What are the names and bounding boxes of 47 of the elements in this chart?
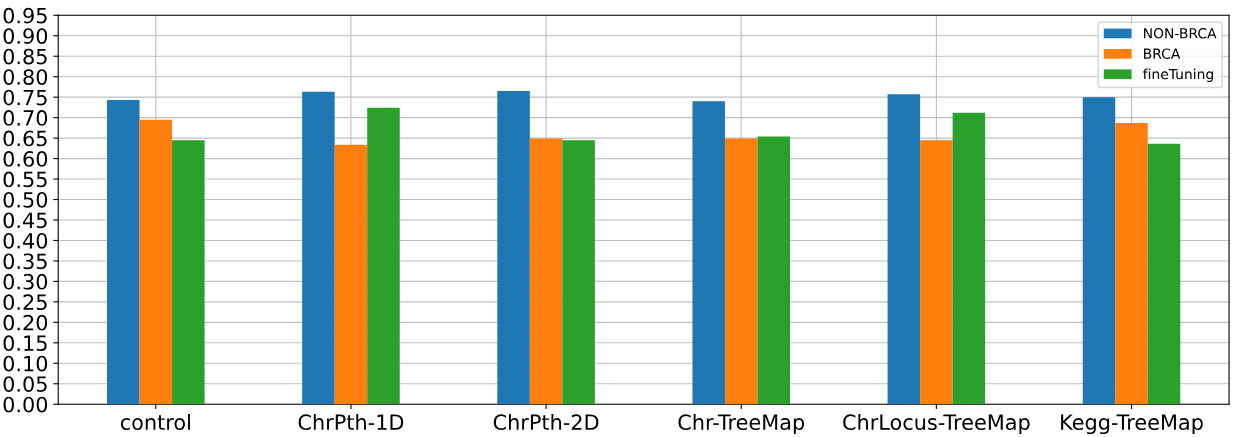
x-tick-label: control (120, 413, 190, 431)
y-tick-label: 0.95 (3, 7, 47, 24)
y-tick-label: 0.50 (3, 191, 48, 208)
y-tick-label: 0.35 (3, 253, 47, 270)
y-tick-label: 0.25 (3, 294, 47, 311)
legend-label: NON-BRCA (1144, 28, 1217, 39)
bar (172, 140, 205, 405)
bar (529, 138, 563, 405)
y-tick-label: 0.20 (3, 314, 48, 331)
y-tick-label: 0.00 (3, 396, 48, 413)
x-tick-label: ChrPth-1D (298, 413, 404, 431)
bar (367, 107, 400, 405)
y-tick-label: 0.05 (3, 376, 47, 392)
bar (334, 144, 368, 405)
bar (1082, 97, 1116, 405)
y-tick-label: 0.65 (3, 130, 47, 147)
bar (1115, 122, 1148, 405)
bar (887, 94, 921, 405)
y-tick-label: 0.10 (3, 355, 48, 372)
x-tick-label: Kegg-TreeMap (1061, 414, 1203, 435)
bar (562, 140, 595, 405)
bar (724, 138, 758, 405)
bar (692, 101, 725, 405)
x-tick-label: ChrPth-2D (493, 413, 599, 431)
y-tick-label: 0.30 (3, 273, 48, 290)
y-tick-label: 0.15 (3, 335, 47, 352)
bar (302, 91, 335, 405)
y-tick-label: 0.60 (3, 151, 48, 167)
bar (952, 112, 986, 405)
bar (757, 136, 791, 405)
x-tick-label: Chr-TreeMap (678, 413, 805, 435)
y-tick-label: 0.75 (3, 89, 47, 106)
x-tick-label: ChrLocus-TreeMap (843, 413, 1030, 435)
y-tick-label: 0.45 (3, 212, 47, 229)
bar (139, 119, 173, 405)
bar (920, 140, 953, 405)
legend-label: BRCA (1144, 48, 1181, 59)
y-tick-label: 0.40 (3, 232, 48, 249)
y-tick-label: 0.90 (3, 28, 48, 44)
legend-label: fineTuning (1143, 68, 1213, 83)
y-tick-label: 0.55 (3, 171, 47, 188)
bar (1147, 143, 1181, 405)
bar (107, 100, 140, 405)
bar (497, 91, 530, 405)
y-tick-label: 0.85 (3, 48, 47, 65)
y-tick-label: 0.70 (3, 110, 48, 126)
y-tick-label: 0.80 (3, 69, 48, 85)
